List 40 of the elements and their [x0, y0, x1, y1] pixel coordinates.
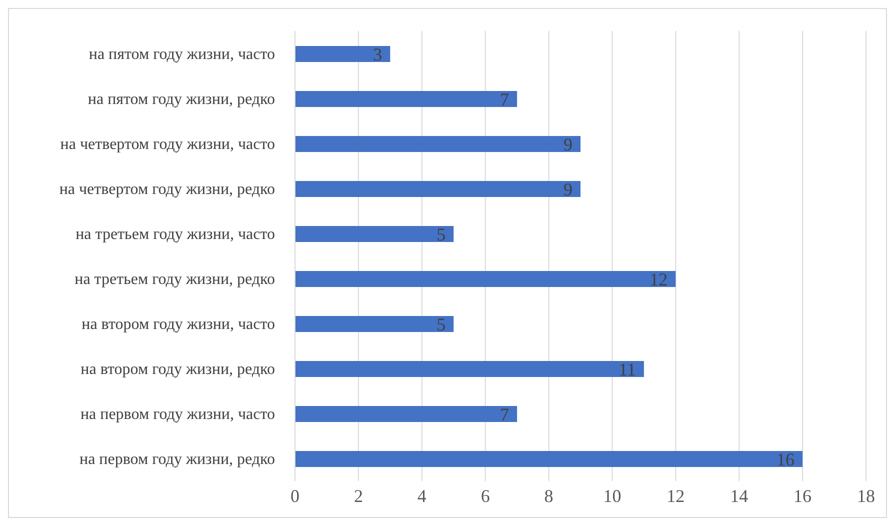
x-tick-label: 8 — [544, 486, 554, 506]
x-tick-label: 0 — [290, 486, 300, 506]
bar — [295, 136, 580, 152]
data-label: 7 — [500, 404, 510, 424]
bar — [295, 46, 390, 62]
x-tick-label: 18 — [857, 486, 875, 506]
y-tick-label: на первом году жизни, часто — [80, 406, 275, 424]
x-tick-label: 6 — [480, 486, 490, 506]
bar — [295, 271, 676, 287]
x-tick-label: 4 — [417, 486, 426, 506]
data-label: 9 — [564, 179, 572, 200]
x-tick-label: 10 — [603, 486, 622, 506]
data-label: 7 — [500, 89, 510, 110]
x-tick-label: 12 — [666, 486, 685, 506]
bar — [295, 406, 518, 422]
bar — [295, 181, 580, 197]
y-tick-label: на третьем году жизни, часто — [76, 226, 275, 244]
data-label: 16 — [776, 449, 795, 470]
y-tick-label: на третьем году жизни, редко — [74, 271, 275, 288]
y-tick-label: на первом году жизни, редко — [80, 451, 275, 468]
y-tick-label: на пятом году жизни, редко — [88, 91, 275, 108]
x-tick-label: 16 — [794, 486, 812, 506]
bar — [295, 91, 518, 107]
y-tick-label: на втором году жизни, редко — [80, 361, 275, 378]
x-tick-label: 2 — [354, 486, 363, 506]
data-label: 5 — [436, 314, 446, 334]
y-tick-label: на пятом году жизни, часто — [88, 46, 275, 64]
x-tick-label: 14 — [730, 486, 748, 506]
bar — [295, 316, 454, 332]
bar — [295, 226, 454, 242]
y-tick-label: на втором году жизни, часто — [82, 316, 275, 334]
data-label: 5 — [436, 224, 446, 244]
y-tick-label: на четвертом году жизни, часто — [60, 136, 275, 154]
data-label: 3 — [373, 44, 382, 64]
data-label: 9 — [564, 134, 572, 154]
data-label: 12 — [650, 269, 668, 290]
bar — [295, 451, 803, 467]
y-tick-label: на четвертом году жизни, редко — [59, 181, 275, 198]
bar — [295, 361, 644, 377]
data-label: 11 — [618, 359, 636, 380]
